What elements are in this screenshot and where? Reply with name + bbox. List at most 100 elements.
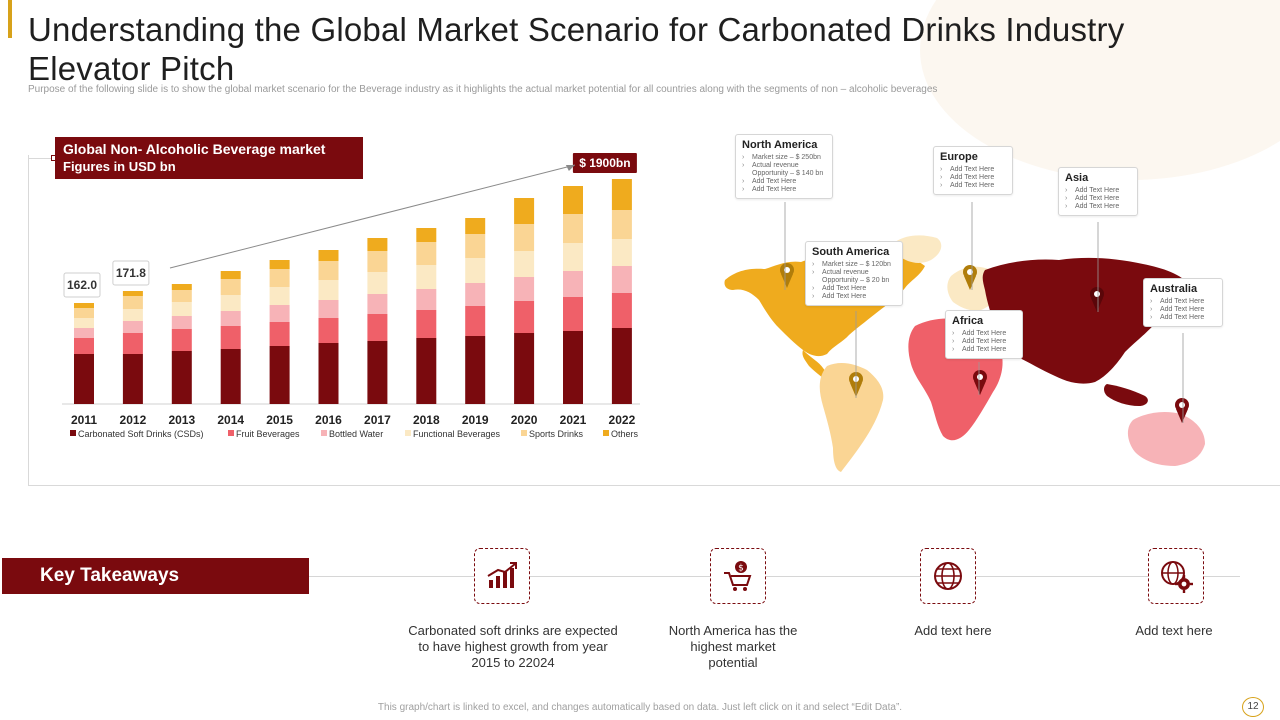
bar-segment bbox=[416, 265, 437, 289]
data-value-callout bbox=[63, 272, 101, 298]
legend-swatch bbox=[521, 430, 527, 436]
pin-asia bbox=[1090, 287, 1104, 312]
x-tick-label: 2021 bbox=[560, 413, 587, 427]
bar-segment bbox=[171, 351, 192, 404]
callout-item: Add Text Here bbox=[1065, 187, 1131, 195]
bar-segment bbox=[416, 310, 437, 338]
callout-item: Add Text Here bbox=[940, 182, 1006, 190]
bar-segment bbox=[74, 318, 94, 328]
bar-segment bbox=[611, 239, 632, 266]
bar-segment bbox=[514, 224, 535, 251]
map-australia[interactable] bbox=[1127, 412, 1205, 466]
callout-title: Africa bbox=[952, 315, 984, 327]
callout-item: Add Text Here bbox=[812, 293, 896, 301]
bar-segment bbox=[465, 336, 486, 404]
callout-asia: Asia Add Text Here Add Text Here Add Tex… bbox=[1058, 167, 1138, 216]
growth-chart-icon bbox=[474, 548, 530, 604]
x-tick-label: 2013 bbox=[168, 413, 195, 427]
chart-title: Global Non- Alcoholic Beverage market bbox=[63, 141, 326, 157]
bar-segment bbox=[318, 261, 339, 280]
bar-segment bbox=[122, 333, 143, 354]
legend-swatch bbox=[603, 430, 609, 436]
bar-segment bbox=[171, 316, 192, 329]
takeaways-divider bbox=[300, 576, 1240, 577]
legend-swatch bbox=[228, 430, 234, 436]
globe-icon bbox=[920, 548, 976, 604]
chart-frame bbox=[28, 155, 1280, 486]
map-leader-lines bbox=[784, 202, 1184, 423]
bar-segment bbox=[563, 331, 583, 404]
callout-item: Add Text Here bbox=[952, 338, 1016, 346]
map-south-america[interactable] bbox=[819, 363, 884, 472]
x-tick-label: 2015 bbox=[266, 413, 293, 427]
callout-title: South America bbox=[812, 246, 890, 258]
bar-segment bbox=[514, 251, 535, 277]
bar-segment bbox=[416, 289, 437, 310]
callout-item: Add Text Here bbox=[812, 285, 896, 293]
footer-note: This graph/chart is linked to excel, and… bbox=[377, 702, 903, 713]
legend-swatch bbox=[321, 430, 327, 436]
bar-segment bbox=[416, 242, 437, 265]
data-value-label: 162.0 bbox=[67, 278, 97, 292]
bar-segment bbox=[563, 214, 583, 243]
x-tick-label: 2017 bbox=[364, 413, 391, 427]
trend-arrowhead bbox=[565, 165, 575, 171]
bar-segment bbox=[611, 328, 632, 404]
callout-item: Add Text Here bbox=[742, 186, 826, 194]
bar-segment bbox=[220, 271, 241, 279]
chart-title-box: Global Non- Alcoholic Beverage market Fi… bbox=[55, 137, 363, 179]
legend-label: Bottled Water bbox=[329, 429, 383, 439]
bar-segment bbox=[611, 210, 632, 239]
shopping-cart-dollar-icon: $ bbox=[710, 548, 766, 604]
callout-item: Add Text Here bbox=[952, 346, 1016, 354]
legend-label: Carbonated Soft Drinks (CSDs) bbox=[78, 429, 204, 439]
bar-segment bbox=[74, 303, 94, 308]
bar-segment bbox=[367, 341, 388, 404]
callout-south-america: South America Market size – $ 120bn Actu… bbox=[805, 241, 903, 306]
x-tick-label: 2018 bbox=[413, 413, 440, 427]
map-asia[interactable] bbox=[982, 257, 1191, 384]
takeaway-text-3: Add text here bbox=[914, 623, 992, 638]
callout-item: Actual revenue Opportunity – $ 20 bn bbox=[812, 269, 896, 285]
bar-segment bbox=[74, 328, 94, 338]
bar-segment bbox=[318, 343, 339, 404]
x-tick-label: 2012 bbox=[120, 413, 147, 427]
callout-item: Add Text Here bbox=[742, 178, 826, 186]
x-tick-label: 2019 bbox=[462, 413, 489, 427]
callout-item: Add Text Here bbox=[940, 166, 1006, 174]
bar-segment bbox=[367, 294, 388, 314]
bar-segment bbox=[367, 251, 388, 272]
bar-segment bbox=[269, 269, 290, 287]
bar-segment bbox=[220, 295, 241, 311]
bar-segment bbox=[122, 296, 143, 309]
bar-segment bbox=[74, 308, 94, 318]
legend-swatch bbox=[405, 430, 411, 436]
bar-segment bbox=[367, 272, 388, 294]
bar-segment bbox=[318, 300, 339, 318]
total-value-label: $ 1900bn bbox=[579, 156, 630, 170]
callout-title: Europe bbox=[940, 151, 978, 163]
callout-item: Actual revenue Opportunity – $ 140 bn bbox=[742, 162, 826, 178]
bar-segment bbox=[514, 333, 535, 404]
trend-arrow-line bbox=[169, 164, 576, 269]
legend-swatch bbox=[70, 430, 76, 436]
bar-segment bbox=[611, 293, 632, 328]
pin-australia bbox=[1175, 398, 1189, 423]
x-tick-label: 2014 bbox=[217, 413, 244, 427]
bar-segment bbox=[171, 290, 192, 302]
legend-label: Fruit Beverages bbox=[236, 429, 300, 439]
world-map: North America Market size – $ 250bn Actu… bbox=[715, 130, 1235, 480]
key-takeaways-header: Key Takeaways bbox=[2, 558, 309, 594]
bar-segment bbox=[220, 326, 241, 349]
bar-segment bbox=[122, 354, 143, 404]
bar-segment bbox=[563, 243, 583, 271]
bar-segment bbox=[465, 283, 486, 306]
pin-europe bbox=[963, 265, 977, 290]
callout-item: Add Text Here bbox=[1065, 195, 1131, 203]
slide-title: Understanding the Global Market Scenario… bbox=[28, 11, 1125, 87]
bar-segment bbox=[269, 305, 290, 322]
bar-segment bbox=[367, 314, 388, 341]
title-accent-bar bbox=[8, 0, 12, 38]
slide-subtitle: Purpose of the following slide is to sho… bbox=[28, 84, 938, 95]
